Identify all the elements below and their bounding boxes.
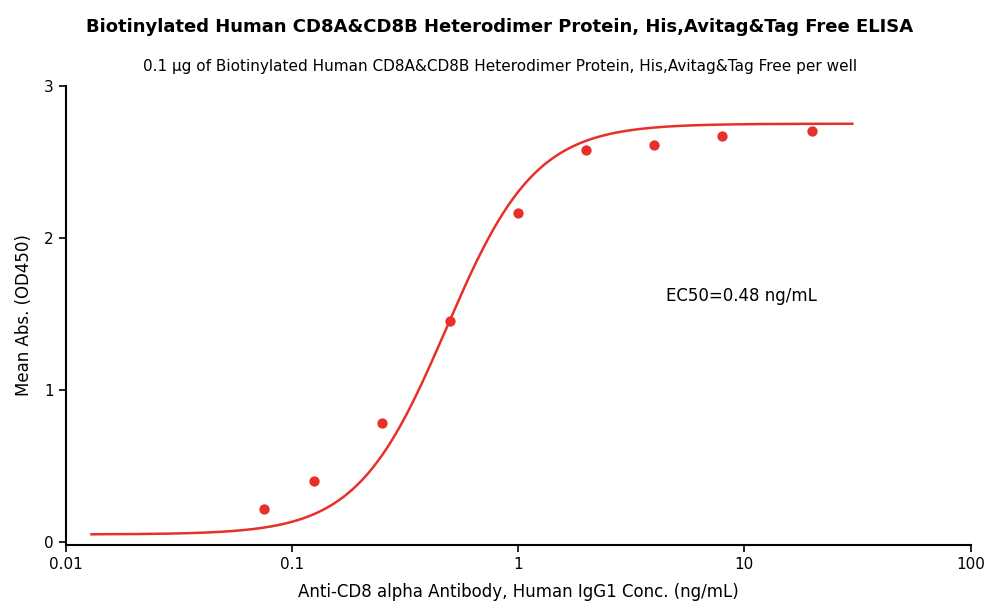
Point [442, 317, 458, 326]
Point [256, 504, 272, 514]
Point [374, 418, 390, 428]
Point [578, 145, 594, 155]
Point [510, 209, 526, 219]
Point [714, 131, 730, 141]
Text: Biotinylated Human CD8A&CD8B Heterodimer Protein, His,Avitag&Tag Free ELISA: Biotinylated Human CD8A&CD8B Heterodimer… [86, 18, 914, 36]
Point [646, 140, 662, 150]
Text: EC50=0.48 ng/mL: EC50=0.48 ng/mL [666, 286, 817, 304]
Text: 0.1 μg of Biotinylated Human CD8A&CD8B Heterodimer Protein, His,Avitag&Tag Free : 0.1 μg of Biotinylated Human CD8A&CD8B H… [143, 59, 857, 73]
X-axis label: Anti-CD8 alpha Antibody, Human IgG1 Conc. (ng/mL): Anti-CD8 alpha Antibody, Human IgG1 Conc… [298, 583, 738, 601]
Point [804, 126, 820, 136]
Point [306, 476, 322, 486]
Y-axis label: Mean Abs. (OD450): Mean Abs. (OD450) [15, 235, 33, 396]
